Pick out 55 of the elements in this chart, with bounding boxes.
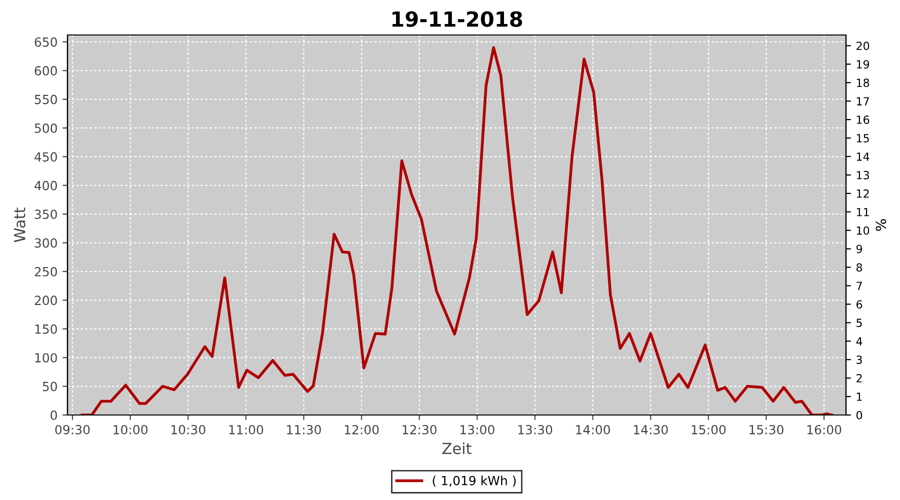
y2-tick-label: 14 xyxy=(856,152,870,161)
y2-tick-label: 15 xyxy=(856,134,869,142)
y2-tick-label: 3 xyxy=(856,356,862,364)
x-tick-label: 12:00 xyxy=(344,424,379,434)
x-axis-title: Zeit xyxy=(442,442,472,454)
y-tick-label: 600 xyxy=(34,66,57,76)
y-tick-label: 450 xyxy=(34,152,57,162)
x-tick-label: 10:00 xyxy=(114,424,148,434)
y2-tick-label: 11 xyxy=(856,208,869,216)
y2-tick-label: 20 xyxy=(856,42,870,50)
y2-tick-label: 12 xyxy=(856,189,869,198)
x-tick-label: 10:30 xyxy=(171,424,206,434)
y-tick-label: 50 xyxy=(42,382,57,392)
y-tick-label: 400 xyxy=(34,180,57,190)
y-tick-label: 550 xyxy=(34,94,57,104)
x-tick-label: 16:00 xyxy=(807,424,842,434)
y2-tick-label: 10 xyxy=(856,226,870,235)
y-tick-label: 200 xyxy=(34,296,57,306)
x-tick-label: 13:00 xyxy=(460,424,494,434)
y-tick-label: 150 xyxy=(35,324,57,334)
y2-tick-label: 17 xyxy=(856,97,869,106)
x-tick-label: 15:30 xyxy=(750,424,784,434)
y2-tick-label: 9 xyxy=(856,244,862,254)
y2-tick-label: 1 xyxy=(856,392,862,401)
x-tick-label: 15:00 xyxy=(692,424,726,434)
y2-tick-label: 5 xyxy=(856,318,862,328)
y-axis-title: Watt xyxy=(14,208,26,242)
line-series xyxy=(80,46,834,415)
legend-label: ( 1,019 kWh ) xyxy=(432,476,516,487)
y-tick-label: 650 xyxy=(34,37,57,47)
x-tick-label: 11:30 xyxy=(287,424,321,434)
y2-tick-label: 18 xyxy=(856,78,870,88)
y2-tick-label: 16 xyxy=(856,116,870,124)
x-tick-label: 09:30 xyxy=(55,424,90,434)
y2-tick-label: 2 xyxy=(856,374,862,382)
y-tick-label: 0 xyxy=(50,410,57,420)
y-tick-label: 250 xyxy=(34,266,57,276)
y2-tick-label: 13 xyxy=(856,170,869,180)
y2-tick-label: 7 xyxy=(856,282,862,290)
y-tick-label: 300 xyxy=(34,238,57,248)
x-tick-label: 11:00 xyxy=(229,424,264,434)
x-tick-label: 14:00 xyxy=(576,424,610,434)
y-tick-label: 100 xyxy=(35,353,57,363)
y-tick-label: 350 xyxy=(34,210,57,220)
x-tick-label: 14:30 xyxy=(634,424,668,434)
y2-axis-title: % xyxy=(876,219,886,231)
y2-tick-label: 0 xyxy=(856,410,862,420)
y2-tick-label: 6 xyxy=(856,300,862,309)
y2-tick-label: 4 xyxy=(856,337,862,346)
x-tick-label: 12:30 xyxy=(402,424,437,434)
chart-title: 19-11-2018 xyxy=(392,11,522,27)
x-tick-label: 13:30 xyxy=(518,424,552,434)
y2-tick-label: 8 xyxy=(856,263,862,272)
y-tick-label: 500 xyxy=(34,123,57,133)
y2-tick-label: 19 xyxy=(856,60,870,69)
